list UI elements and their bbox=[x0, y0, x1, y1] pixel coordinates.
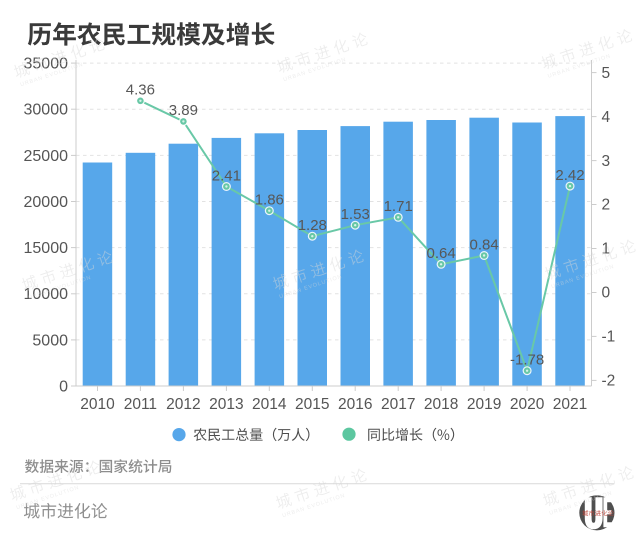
svg-text:25000: 25000 bbox=[24, 148, 69, 165]
svg-text:0.64: 0.64 bbox=[426, 245, 455, 262]
svg-text:15000: 15000 bbox=[24, 240, 69, 257]
svg-text:-1: -1 bbox=[602, 329, 616, 346]
svg-text:30000: 30000 bbox=[24, 102, 69, 119]
svg-text:5000: 5000 bbox=[32, 332, 68, 349]
svg-text:2.42: 2.42 bbox=[555, 167, 584, 184]
svg-text:2019: 2019 bbox=[467, 396, 501, 413]
svg-text:1: 1 bbox=[602, 241, 611, 258]
svg-text:-2: -2 bbox=[602, 373, 616, 390]
svg-text:2017: 2017 bbox=[381, 396, 415, 413]
svg-text:2020: 2020 bbox=[510, 396, 545, 413]
svg-text:2021: 2021 bbox=[553, 396, 587, 413]
svg-text:2016: 2016 bbox=[338, 396, 372, 413]
svg-text:1.53: 1.53 bbox=[341, 206, 370, 223]
svg-text:2014: 2014 bbox=[252, 396, 287, 413]
svg-text:1.28: 1.28 bbox=[298, 217, 327, 234]
svg-text:2010: 2010 bbox=[80, 396, 115, 413]
svg-text:5: 5 bbox=[602, 65, 611, 82]
svg-text:2012: 2012 bbox=[166, 396, 200, 413]
svg-text:3: 3 bbox=[602, 153, 611, 170]
svg-text:0: 0 bbox=[602, 285, 611, 302]
svg-text:2015: 2015 bbox=[295, 396, 329, 413]
svg-text:2: 2 bbox=[602, 197, 611, 214]
svg-text:2018: 2018 bbox=[424, 396, 458, 413]
svg-text:0.84: 0.84 bbox=[469, 236, 498, 253]
svg-text:1.86: 1.86 bbox=[255, 192, 284, 209]
svg-text:20000: 20000 bbox=[24, 194, 69, 211]
svg-text:-1.78: -1.78 bbox=[510, 352, 544, 369]
svg-text:4: 4 bbox=[602, 109, 611, 126]
svg-text:2011: 2011 bbox=[124, 396, 157, 413]
svg-text:0: 0 bbox=[59, 378, 68, 395]
svg-text:1.71: 1.71 bbox=[384, 198, 413, 215]
svg-text:2.41: 2.41 bbox=[212, 167, 241, 184]
svg-text:2013: 2013 bbox=[209, 396, 243, 413]
svg-text:4.36: 4.36 bbox=[126, 82, 155, 99]
svg-text:3.89: 3.89 bbox=[169, 102, 198, 119]
